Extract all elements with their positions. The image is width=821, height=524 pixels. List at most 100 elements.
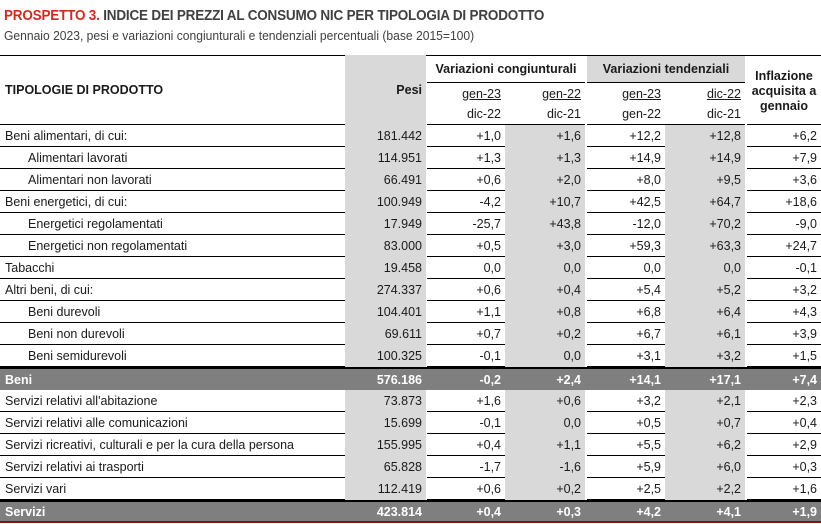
row-pesi: 423.814 [376, 504, 422, 519]
row-tend-gen23-gen22: +8,0 [587, 169, 665, 191]
row-cong-gen22-dic21: +1,6 [505, 125, 585, 147]
row-cong-gen22-dic21: +0,2 [505, 478, 585, 500]
table-title: PROSPETTO 3. INDICE DEI PREZZI AL CONSUM… [4, 8, 544, 24]
row-cong-gen22-dic21: +43,8 [505, 213, 585, 235]
row-label: Servizi relativi all'abitazione [0, 390, 345, 412]
row-pesi: 274.337 [345, 279, 426, 301]
row-cong-gen22-dic21: 0,0 [505, 412, 585, 434]
row-tend-gen23-gen22: +14,1 [629, 372, 661, 387]
row-cong-gen22-dic21: -1,6 [505, 456, 585, 478]
row-tend-gen23-gen22: +6,7 [587, 323, 665, 345]
row-tend-gen23-gen22: +42,5 [587, 191, 665, 213]
row-tend-gen23-gen22: 0,0 [587, 257, 665, 279]
header-sub-tend-2: dic-22 dic-21 [665, 83, 745, 125]
row-label: Beni durevoli [0, 301, 345, 323]
row-pesi: 100.325 [345, 345, 426, 367]
row-label: Servizi [5, 504, 46, 519]
row-tend-dic22-dic21: +63,3 [665, 235, 745, 257]
row-label: Alimentari non lavorati [0, 169, 345, 191]
row-cong-gen23-dic22: -0,1 [427, 412, 505, 434]
row-cong-gen23-dic22: +1,3 [427, 147, 505, 169]
row-tend-dic22-dic21: +12,8 [665, 125, 745, 147]
row-cong-gen23-dic22: +1,1 [427, 301, 505, 323]
row-label: Servizi ricreativi, culturali e per la c… [0, 434, 345, 456]
row-inflazione-acquisita: +1,5 [747, 345, 821, 367]
row-label: Beni [5, 372, 33, 387]
header-tendenziali: Variazioni tendenziali [587, 56, 745, 83]
row-label: Beni non durevoli [0, 323, 345, 345]
header-sub-tend-1: gen-23 gen-22 [587, 83, 665, 125]
row-cong-gen22-dic21: +1,3 [505, 147, 585, 169]
row-label: Altri beni, di cui: [0, 279, 345, 301]
row-label: Beni energetici, di cui: [0, 191, 345, 213]
row-pesi: 69.611 [345, 323, 426, 345]
row-tend-gen23-gen22: +0,5 [587, 412, 665, 434]
row-inflazione-acquisita: +7,4 [792, 372, 817, 387]
row-pesi: 19.458 [345, 257, 426, 279]
row-cong-gen23-dic22: +0,4 [476, 504, 501, 519]
row-inflazione-acquisita: +0,4 [747, 412, 821, 434]
table-row: Servizi relativi all'abitazione 73.873 +1,… [0, 390, 821, 412]
row-pesi: 17.949 [345, 213, 426, 235]
row-cong-gen22-dic21: +0,3 [556, 504, 581, 519]
table-row: Alimentari non lavorati 66.491 +0,6 +2,0 +8,… [0, 169, 821, 191]
row-tend-dic22-dic21: +2,1 [665, 390, 745, 412]
row-tend-gen23-gen22: +3,1 [587, 345, 665, 367]
row-tend-dic22-dic21: +6,0 [665, 456, 745, 478]
row-inflazione-acquisita: +7,9 [747, 147, 821, 169]
table-row: Servizi ricreativi, culturali e per la c… [0, 434, 821, 456]
table-row: Energetici non regolamentati 83.000 +0,5 +3… [0, 235, 821, 257]
row-cong-gen22-dic21: +10,7 [505, 191, 585, 213]
row-pesi: 576.186 [376, 372, 422, 387]
row-cong-gen23-dic22: +1,6 [427, 390, 505, 412]
row-pesi: 104.401 [345, 301, 426, 323]
row-pesi: 112.419 [345, 478, 426, 500]
row-tend-gen23-gen22: +6,8 [587, 301, 665, 323]
row-tend-gen23-gen22: +14,9 [587, 147, 665, 169]
row-label: Servizi relativi ai trasporti [0, 456, 345, 478]
row-cong-gen22-dic21: +3,0 [505, 235, 585, 257]
row-cong-gen23-dic22: +0,6 [427, 279, 505, 301]
row-tend-dic22-dic21: +5,2 [665, 279, 745, 301]
table-row: Beni energetici, di cui: 100.949 -4,2 +10,7… [0, 191, 821, 213]
row-cong-gen23-dic22: +0,4 [427, 434, 505, 456]
table-row: Beni durevoli 104.401 +1,1 +0,8 +6,8 +6,4 +4,3 [0, 301, 821, 323]
row-pesi: 83.000 [345, 235, 426, 257]
row-label: Tabacchi [0, 257, 345, 279]
row-cong-gen23-dic22: -0,2 [479, 372, 501, 387]
row-tend-dic22-dic21: +4,1 [716, 504, 741, 519]
row-tend-gen23-gen22: +59,3 [587, 235, 665, 257]
row-cong-gen22-dic21: +0,8 [505, 301, 585, 323]
total-row: Beni 576.186 -0,2 +2,4 +14,1 +17,1 +7,4 [0, 367, 821, 390]
row-inflazione-acquisita: +6,2 [747, 125, 821, 147]
row-pesi: 15.699 [345, 412, 426, 434]
header-inflazione: Inflazione acquisita a gennaio [751, 68, 817, 113]
row-label: Beni semidurevoli [0, 345, 345, 367]
row-inflazione-acquisita: +2,9 [747, 434, 821, 456]
row-tend-dic22-dic21: +70,2 [665, 213, 745, 235]
table-row: Beni non durevoli 69.611 +0,7 +0,2 +6,7 +6,1 +… [0, 323, 821, 345]
row-label: Energetici non regolamentati [0, 235, 345, 257]
row-inflazione-acquisita: +3,9 [747, 323, 821, 345]
row-cong-gen22-dic21: +0,2 [505, 323, 585, 345]
row-label: Alimentari lavorati [0, 147, 345, 169]
row-tend-gen23-gen22: +12,2 [587, 125, 665, 147]
row-label: Servizi relativi alle comunicazioni [0, 412, 345, 434]
row-tend-dic22-dic21: +17,1 [709, 372, 741, 387]
row-tend-dic22-dic21: +64,7 [665, 191, 745, 213]
row-cong-gen23-dic22: +0,7 [427, 323, 505, 345]
row-inflazione-acquisita: +18,6 [747, 191, 821, 213]
row-cong-gen22-dic21: 0,0 [505, 257, 585, 279]
row-cong-gen23-dic22: +0,6 [427, 169, 505, 191]
row-inflazione-acquisita: +4,3 [747, 301, 821, 323]
row-pesi: 155.995 [345, 434, 426, 456]
table-row: Servizi relativi alle comunicazioni 15.69… [0, 412, 821, 434]
row-tend-dic22-dic21: +6,4 [665, 301, 745, 323]
row-tend-dic22-dic21: +6,1 [665, 323, 745, 345]
row-inflazione-acquisita: +1,6 [747, 478, 821, 500]
header-congiunturali: Variazioni congiunturali [427, 56, 585, 83]
row-cong-gen22-dic21: +0,6 [505, 390, 585, 412]
row-cong-gen23-dic22: -25,7 [427, 213, 505, 235]
row-pesi: 100.949 [345, 191, 426, 213]
row-cong-gen23-dic22: -1,7 [427, 456, 505, 478]
